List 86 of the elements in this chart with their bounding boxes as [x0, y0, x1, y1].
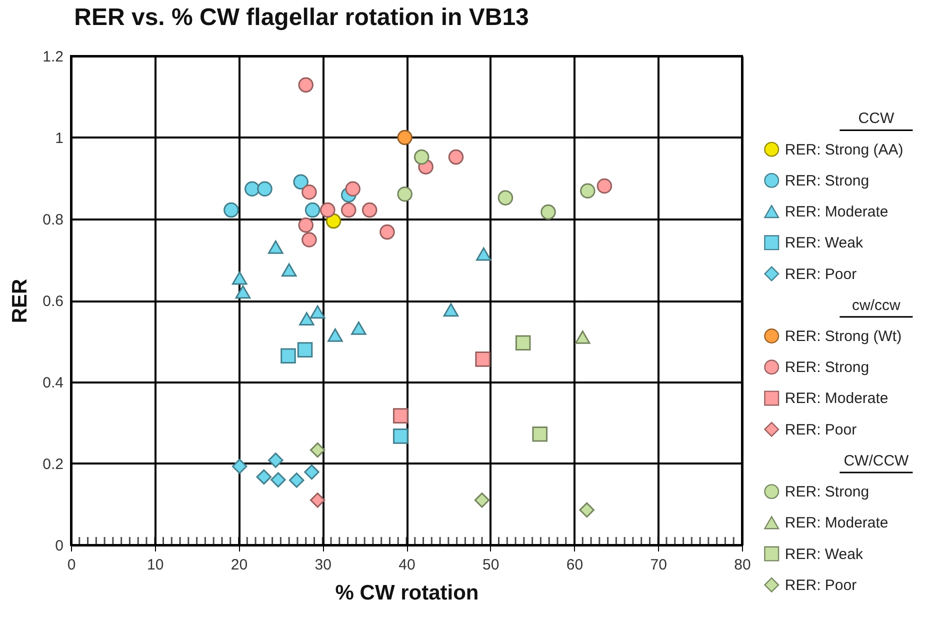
point [310, 442, 326, 458]
y-axis-title: RER [8, 278, 32, 324]
x-tick-label: 30 [314, 556, 332, 574]
point [414, 149, 430, 165]
point [380, 224, 395, 240]
point [293, 174, 308, 190]
x-axis-title: % CW rotation [335, 582, 479, 604]
point [351, 321, 366, 335]
point [596, 178, 612, 194]
x-tick-label: 20 [230, 556, 248, 574]
point [232, 458, 248, 474]
x-tick-label: 40 [398, 556, 416, 574]
x-tick-label: 10 [147, 556, 164, 574]
point [299, 312, 314, 326]
x-tick-label: 0 [67, 556, 76, 574]
point [397, 130, 412, 146]
point [320, 202, 336, 218]
point [476, 247, 492, 261]
point [310, 492, 326, 508]
point [304, 202, 320, 218]
point [288, 472, 304, 488]
point [304, 464, 320, 480]
x-tick-label: 60 [566, 556, 584, 574]
legend-label: RER: Weak [784, 546, 864, 563]
legend-label: RER: Weak [784, 234, 864, 252]
text: CW/CCW [844, 452, 910, 470]
legend-label: RER: Strong [784, 359, 870, 376]
y-tick-label: 0 [55, 538, 64, 554]
point [244, 181, 260, 196]
point [532, 426, 548, 442]
point [474, 492, 490, 508]
text: CCW [858, 110, 895, 128]
point [235, 285, 251, 299]
legend-label: RER: Moderate [784, 204, 888, 221]
point [448, 149, 464, 165]
legend-label: RER: Poor [784, 421, 857, 438]
point [443, 303, 459, 317]
legend-label: RER: Strong [784, 484, 870, 501]
point [362, 202, 378, 218]
legend-label: RER: Strong [784, 172, 870, 190]
legend-label: RER: Strong (AA) [784, 141, 904, 158]
point [328, 328, 343, 342]
point [232, 271, 248, 285]
point [268, 452, 284, 468]
y-tick-label: 0.6 [42, 293, 64, 310]
point [579, 502, 594, 518]
point [302, 232, 317, 248]
point [224, 202, 239, 218]
point [515, 335, 531, 351]
y-tick-label: 0.8 [42, 212, 64, 228]
legend-label: RER: Poor [784, 266, 857, 283]
legend-label: RER: Moderate [784, 390, 888, 408]
y-tick-label: 1 [55, 130, 64, 147]
legend-label: RER: Moderate [784, 514, 888, 532]
point [392, 408, 408, 424]
point [574, 330, 590, 344]
y-tick-label: 0.2 [42, 456, 64, 473]
point [270, 472, 286, 488]
point [257, 181, 272, 196]
point [302, 184, 317, 200]
point [392, 428, 408, 444]
point [498, 190, 514, 206]
point [297, 342, 313, 358]
point [256, 469, 272, 485]
x-tick-label: 70 [650, 556, 667, 574]
point [281, 263, 297, 277]
y-tick-label: 0.4 [42, 374, 64, 392]
point [280, 348, 296, 364]
legend-label: RER: Poor [784, 576, 857, 594]
point [345, 181, 360, 196]
legend-label: RER: Strong (Wt) [784, 328, 902, 345]
y-tick-label: 1.2 [42, 48, 64, 66]
point [340, 202, 356, 218]
point [326, 213, 342, 229]
point [397, 186, 412, 202]
text: cw/ccw [852, 296, 901, 314]
point [310, 305, 326, 319]
point [475, 352, 490, 367]
point [540, 204, 556, 220]
point [268, 240, 284, 254]
x-tick-label: 50 [482, 556, 500, 574]
point [580, 183, 596, 199]
chart-title: RER vs. % CW flagellar rotation in VB13 [74, 4, 529, 31]
point [298, 217, 314, 233]
point [298, 77, 314, 93]
x-tick-label: 80 [734, 556, 751, 574]
